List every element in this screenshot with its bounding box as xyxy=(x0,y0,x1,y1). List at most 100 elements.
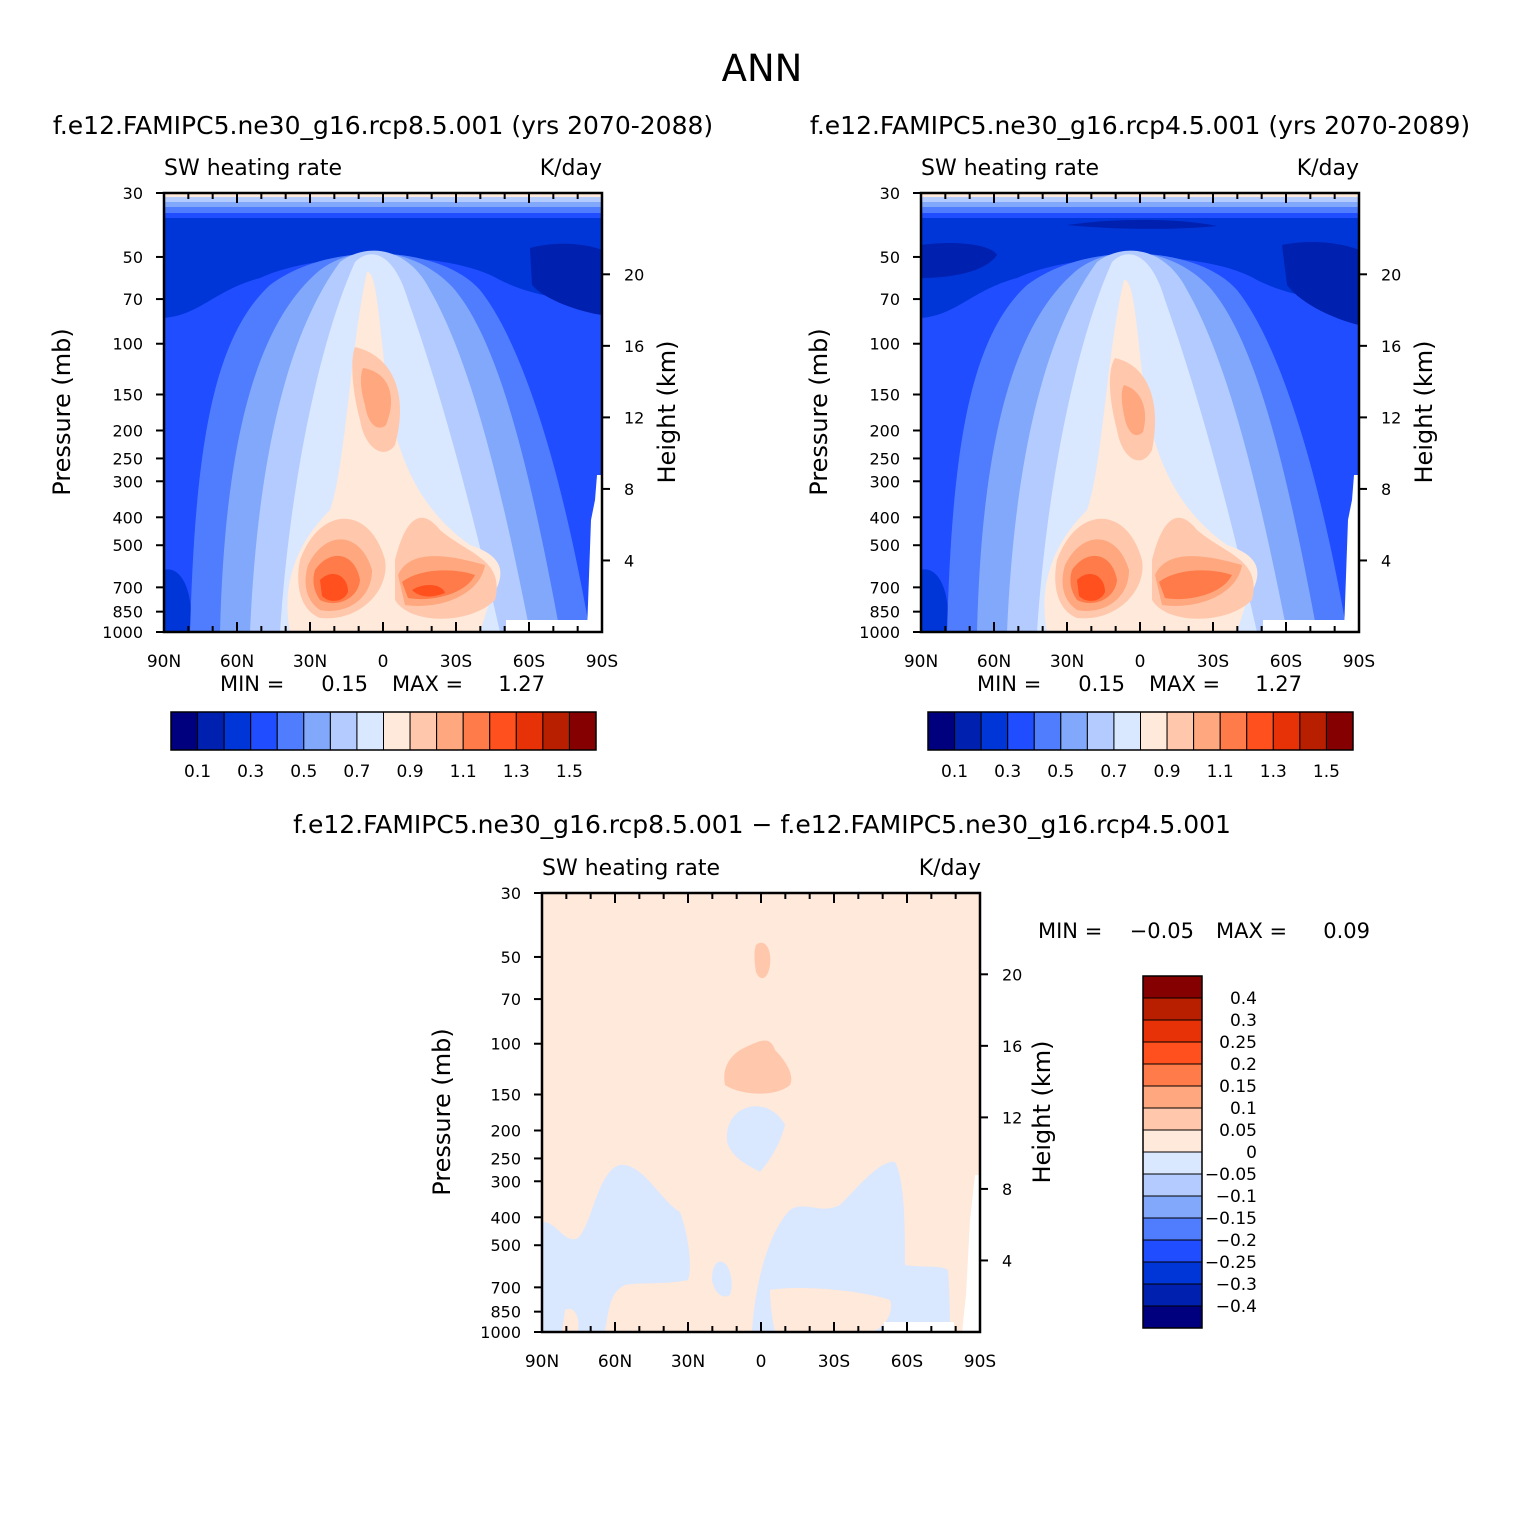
colorbar-label: 0.5 xyxy=(1047,762,1074,782)
x-tick-label: 0 xyxy=(1135,652,1146,672)
colorbar-swatch xyxy=(276,711,305,751)
x-tick-label: 90N xyxy=(525,1352,559,1372)
y-tick-label: 850 xyxy=(869,603,900,622)
colorbar-swatch xyxy=(927,711,956,751)
colorbar-label: 1.1 xyxy=(1207,762,1234,782)
y-tick-label: 70 xyxy=(880,290,900,309)
min-label: MIN = xyxy=(1038,919,1102,943)
x-axis-ticks: 90N 60N 30N 0 30S 60S 90S xyxy=(525,893,996,1372)
colorbar: 0.1 0.3 0.5 0.7 0.9 1.1 1.3 1.5 xyxy=(927,711,1354,782)
panel-rcp45: f.e12.FAMIPC5.ne30_g16.rcp4.5.001 (yrs 2… xyxy=(805,111,1470,782)
colorbar-label: 1.3 xyxy=(1260,762,1287,782)
x-axis-ticks: 90N 60N 30N 0 30S 60S 90S xyxy=(147,193,618,672)
colorbar-swatch xyxy=(568,711,597,751)
colorbar-label: 0.4 xyxy=(1230,989,1257,1009)
colorbar-swatch xyxy=(329,711,358,751)
colorbar-swatch xyxy=(1142,1041,1203,1065)
y-tick-label: 50 xyxy=(501,948,521,967)
y-tick-label: 70 xyxy=(501,990,521,1009)
colorbar-label: 0 xyxy=(1246,1143,1257,1163)
x-tick-label: 30S xyxy=(440,652,472,672)
colorbar-swatch xyxy=(1142,1129,1203,1153)
colorbar-swatch xyxy=(489,711,517,751)
colorbar-swatch xyxy=(1142,1151,1203,1175)
y-tick-label: 400 xyxy=(490,1208,521,1227)
colorbar: 0.40.30.250.20.150.10.050−0.05−0.1−0.15−… xyxy=(1142,975,1257,1329)
height-axis-ticks: 20 16 12 8 4 xyxy=(602,265,644,570)
colorbar-swatch xyxy=(980,711,1009,751)
y-tick-label: 400 xyxy=(112,508,143,527)
colorbar-label: 0.3 xyxy=(1230,1011,1257,1031)
height-tick-label: 12 xyxy=(624,408,644,427)
colorbar-swatch xyxy=(1007,711,1035,751)
contour-field xyxy=(542,893,980,1332)
y-tick-label: 300 xyxy=(869,472,900,491)
colorbar-label: 0.7 xyxy=(343,762,370,782)
x-tick-label: 60N xyxy=(598,1352,632,1372)
y-tick-label: 700 xyxy=(112,578,143,597)
y-tick-label: 50 xyxy=(880,248,900,267)
contour-field xyxy=(921,193,1359,632)
left-string: SW heating rate xyxy=(542,856,720,881)
panel-title: f.e12.FAMIPC5.ne30_g16.rcp8.5.001 (yrs 2… xyxy=(53,111,713,140)
colorbar-swatch xyxy=(1299,711,1327,751)
panel-difference: f.e12.FAMIPC5.ne30_g16.rcp8.5.001 − f.e1… xyxy=(293,810,1370,1372)
colorbar-swatch xyxy=(954,711,982,751)
y-axis-label: Pressure (mb) xyxy=(48,328,76,495)
left-string: SW heating rate xyxy=(164,156,342,181)
colorbar-label: 1.3 xyxy=(503,762,530,782)
min-value: 0.15 xyxy=(1078,672,1125,696)
colorbar-swatch xyxy=(1142,1195,1203,1219)
x-tick-label: 60N xyxy=(977,652,1011,672)
colorbar-swatch xyxy=(383,711,411,751)
colorbar-swatch xyxy=(356,711,384,751)
colorbar-swatch xyxy=(1142,1261,1203,1285)
y-tick-label: 150 xyxy=(490,1085,521,1104)
units-label: K/day xyxy=(540,156,602,181)
x-tick-label: 90N xyxy=(904,652,938,672)
y-tick-label: 400 xyxy=(869,508,900,527)
height-tick-label: 20 xyxy=(624,265,644,284)
y-tick-label: 30 xyxy=(123,184,143,203)
height-tick-label: 16 xyxy=(624,337,644,356)
colorbar-swatch xyxy=(462,711,491,751)
y-axis-right-label: Height (km) xyxy=(1028,1041,1056,1184)
max-label: MAX = xyxy=(1149,672,1220,696)
y-tick-label: 50 xyxy=(123,248,143,267)
colorbar-swatch xyxy=(1140,711,1168,751)
y-tick-label: 200 xyxy=(112,422,143,441)
colorbar-label: −0.1 xyxy=(1216,1187,1257,1207)
y-tick-label: 100 xyxy=(112,335,143,354)
max-value: 1.27 xyxy=(498,672,545,696)
colorbar-label: −0.4 xyxy=(1216,1297,1257,1317)
colorbar-label: 0.2 xyxy=(1230,1055,1257,1075)
colorbar-label: 0.05 xyxy=(1219,1121,1257,1141)
y-axis-label: Pressure (mb) xyxy=(428,1028,456,1195)
colorbar-label: 0.15 xyxy=(1219,1077,1257,1097)
y-tick-label: 300 xyxy=(112,472,143,491)
colorbar-label: −0.2 xyxy=(1216,1231,1257,1251)
height-tick-label: 4 xyxy=(1002,1251,1012,1270)
colorbar-swatch xyxy=(1060,711,1088,751)
x-tick-label: 60S xyxy=(1270,652,1302,672)
colorbar-swatch xyxy=(1142,997,1203,1021)
max-label: MAX = xyxy=(392,672,463,696)
units-label: K/day xyxy=(1297,156,1359,181)
page-title: ANN xyxy=(722,47,803,90)
height-tick-label: 20 xyxy=(1381,265,1401,284)
colorbar-swatch xyxy=(1142,1107,1203,1131)
colorbar-swatch xyxy=(1142,1085,1203,1109)
x-tick-label: 30N xyxy=(671,1352,705,1372)
height-tick-label: 4 xyxy=(624,551,634,570)
colorbar-label: 1.5 xyxy=(556,762,583,782)
colorbar-swatch xyxy=(1142,1063,1203,1087)
y-tick-label: 850 xyxy=(112,603,143,622)
colorbar-swatch xyxy=(1325,711,1354,751)
y-tick-label: 30 xyxy=(501,884,521,903)
y-tick-label: 150 xyxy=(869,385,900,404)
height-tick-label: 4 xyxy=(1381,551,1391,570)
x-tick-label: 60S xyxy=(891,1352,923,1372)
y-tick-label: 150 xyxy=(112,385,143,404)
